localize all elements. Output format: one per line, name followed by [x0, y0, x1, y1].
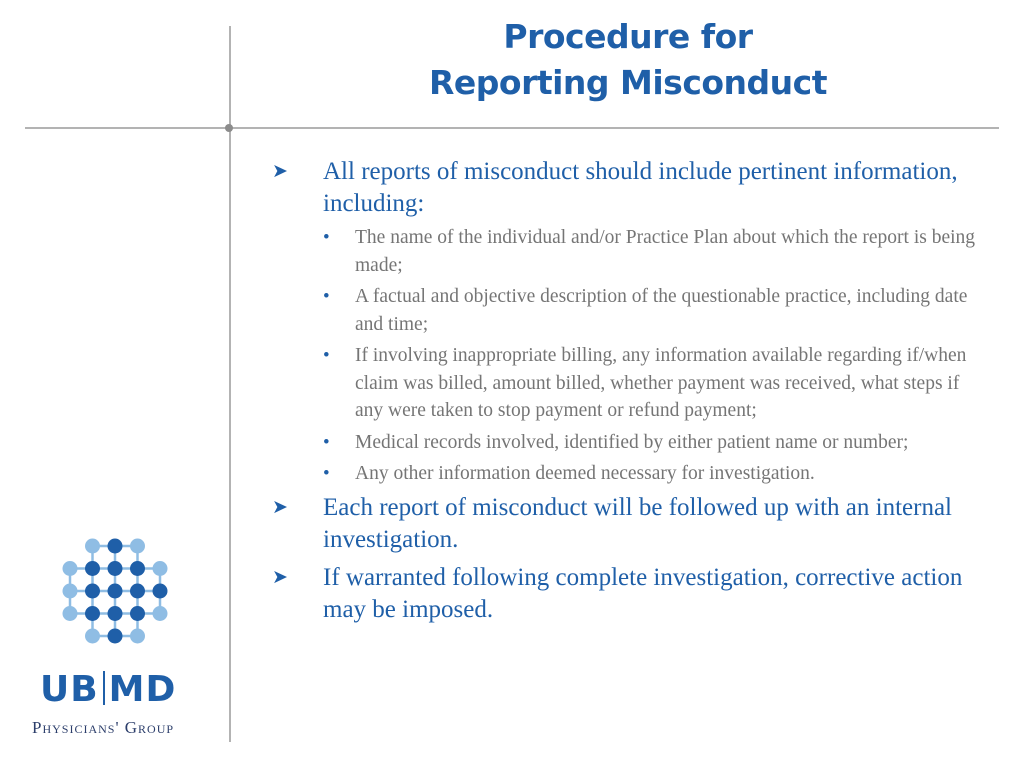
logo-node: [107, 583, 123, 599]
main-bullet-text: Each report of misconduct will be follow…: [323, 493, 952, 553]
dot-bullet-icon: •: [323, 431, 330, 453]
logo-node: [62, 583, 78, 599]
sub-bullet-item: • Medical records involved, identified b…: [323, 429, 990, 457]
sub-bullet-item: • If involving inappropriate billing, an…: [323, 342, 990, 425]
logo-node: [130, 583, 145, 599]
sub-bullet-item: • A factual and objective description of…: [323, 283, 990, 338]
logo-node: [152, 583, 168, 599]
dot-bullet-icon: •: [323, 463, 330, 484]
logo-node: [85, 538, 100, 554]
logo-node: [152, 561, 168, 576]
title-line-1: Procedure for: [503, 17, 753, 56]
logo-node: [130, 606, 145, 621]
dot-bullet-icon: •: [323, 227, 330, 248]
sub-bullet-text: If involving inappropriate billing, any …: [355, 345, 967, 421]
logo-node: [85, 628, 100, 644]
divider-junction-dot: [225, 124, 233, 132]
main-bullet-item: ➤ If warranted following complete invest…: [270, 562, 990, 626]
ubmd-logo: UB MD Physicians' Group: [30, 530, 205, 740]
logo-node: [85, 606, 100, 621]
dot-bullet-icon: •: [323, 345, 330, 366]
logo-node: [85, 583, 100, 599]
logo-separator: [102, 671, 105, 705]
sub-bullet-text: Medical records involved, identified by …: [355, 431, 909, 453]
logo-node: [107, 561, 123, 576]
title-line-2: Reporting Misconduct: [428, 63, 828, 102]
logo-node: [152, 606, 168, 621]
logo-node: [130, 538, 145, 554]
main-bullet-item: ➤ All reports of misconduct should inclu…: [270, 156, 990, 488]
sub-bullet-text: A factual and objective description of t…: [355, 286, 968, 335]
sub-bullet-text: The name of the individual and/or Practi…: [355, 227, 976, 276]
main-bullet-item: ➤ Each report of misconduct will be foll…: [270, 492, 990, 556]
logo-node: [85, 561, 100, 576]
dot-bullet-icon: •: [323, 286, 330, 307]
logo-wordmark: UB MD: [40, 670, 200, 710]
logo-node: [130, 561, 145, 576]
sub-bullet-item: • The name of the individual and/or Prac…: [323, 224, 990, 279]
sub-bullet-item: • Any other information deemed necessary…: [323, 460, 990, 488]
sub-bullet-list: • The name of the individual and/or Prac…: [323, 224, 990, 488]
logo-node: [130, 628, 145, 644]
arrow-bullet-icon: ➤: [272, 495, 288, 518]
horizontal-divider: [25, 127, 999, 129]
logo-node: [107, 538, 123, 554]
molecule-grid-icon: [62, 538, 168, 644]
slide-content: ➤ All reports of misconduct should inclu…: [270, 156, 990, 626]
arrow-bullet-icon: ➤: [272, 565, 288, 588]
logo-node: [62, 606, 78, 621]
main-bullet-text: All reports of misconduct should include…: [323, 158, 958, 217]
logo-node: [107, 628, 123, 644]
slide-title: Procedure for Reporting Misconduct: [300, 14, 956, 106]
logo-ub: UB: [40, 669, 99, 710]
logo-md: MD: [108, 669, 177, 710]
vertical-divider: [229, 26, 231, 742]
sub-bullet-text: Any other information deemed necessary f…: [355, 463, 815, 484]
logo-tagline: Physicians' Group: [32, 718, 175, 737]
main-bullet-text: If warranted following complete investig…: [323, 563, 963, 623]
arrow-bullet-icon: ➤: [272, 160, 288, 182]
logo-node: [107, 606, 123, 621]
logo-node: [62, 561, 78, 576]
